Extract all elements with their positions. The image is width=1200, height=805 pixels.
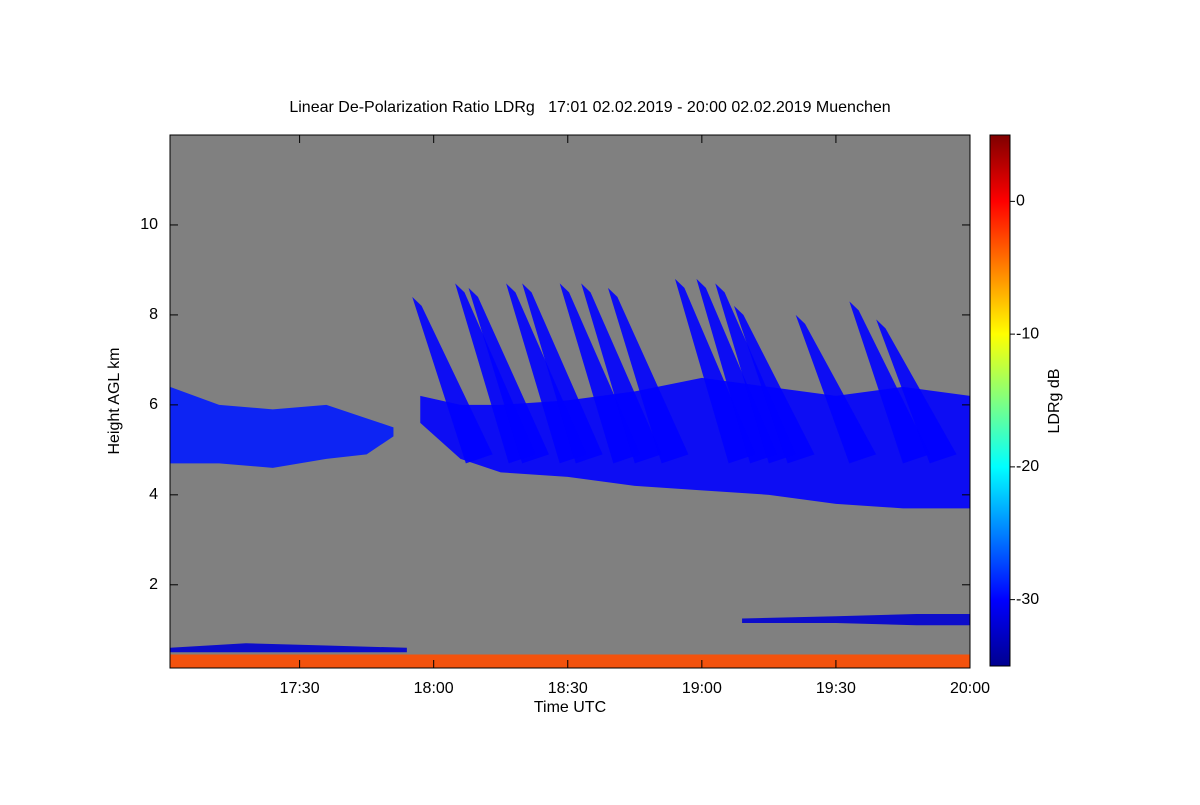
fall-streak <box>675 278 756 464</box>
fall-streak <box>522 283 603 464</box>
fall-streak <box>412 296 493 464</box>
axes: 17:30 18:00 18:30 19:00 19:30 20:00 2 4 6 8 10 <box>140 135 990 697</box>
y-axis-label: Height AGL km <box>106 347 123 454</box>
fall-streak <box>581 283 662 464</box>
chart-title: Linear De-Polarization Ratio LDRg 17:01 … <box>289 99 890 116</box>
x-tick-label: 20:00 <box>950 680 990 697</box>
cloud-layer <box>170 386 394 468</box>
fall-streak <box>559 283 641 464</box>
colorbar-tick-label: -30 <box>1016 591 1039 608</box>
data-layer <box>170 278 970 668</box>
x-tick-label: 19:30 <box>816 680 856 697</box>
x-tick-label: 19:00 <box>682 680 722 697</box>
colorbar <box>989 134 1011 667</box>
y-tick-label: 4 <box>149 486 158 503</box>
x-tick-label: 18:00 <box>414 680 454 697</box>
fall-streak <box>876 319 957 464</box>
cloud-layer <box>170 654 970 668</box>
fall-streak <box>468 287 549 464</box>
y-tick-label: 8 <box>149 306 158 323</box>
fall-streak <box>795 314 877 464</box>
y-tick-label: 6 <box>149 396 158 413</box>
cloud-layer <box>170 643 407 653</box>
y-tick-label: 2 <box>149 576 158 593</box>
cloud-layer <box>742 614 970 626</box>
colorbar-tick-label: -20 <box>1016 458 1039 475</box>
colorbar-tick-label: -10 <box>1016 325 1039 342</box>
y-tick-label: 10 <box>140 216 158 233</box>
x-axis-label: Time UTC <box>534 699 606 716</box>
fall-streak <box>734 305 815 464</box>
colorbar-label: LDRg dB <box>1046 369 1063 434</box>
x-tick-label: 17:30 <box>280 680 320 697</box>
fall-streak <box>607 287 689 464</box>
x-tick-label: 18:30 <box>548 680 588 697</box>
colorbar-tick-label: 0 <box>1016 193 1025 210</box>
fall-streak <box>849 301 930 464</box>
plot-frame <box>169 134 971 669</box>
